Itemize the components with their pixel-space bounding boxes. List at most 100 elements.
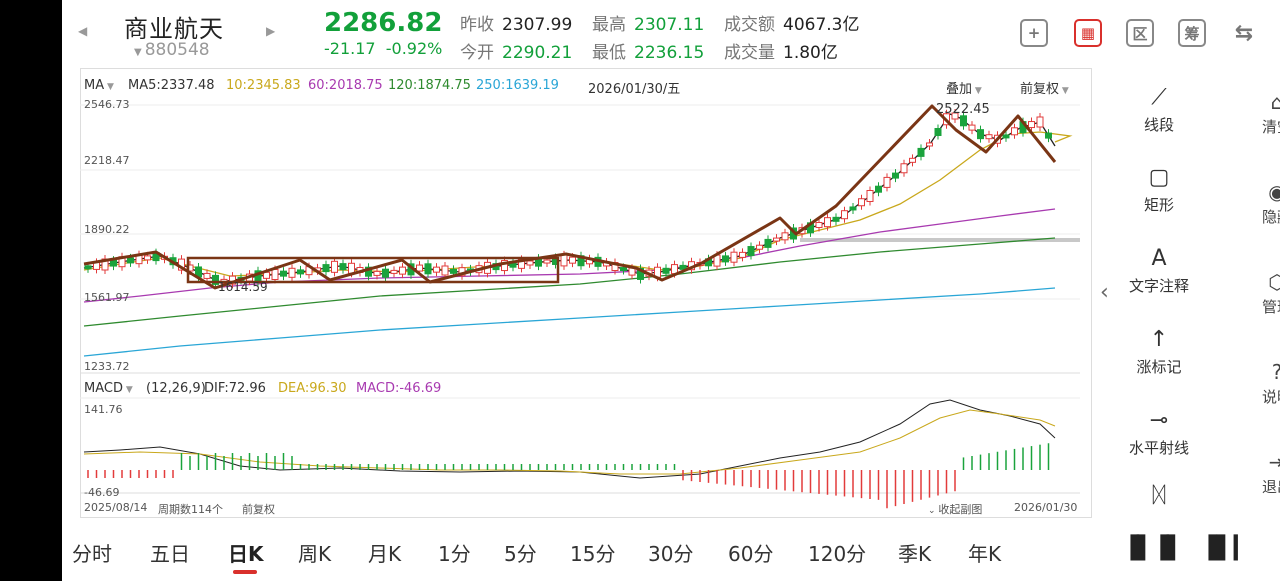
candle-body — [1045, 132, 1052, 139]
tool-rectangle[interactable]: ▢ 矩形 — [1122, 162, 1196, 226]
tab-60min[interactable]: 60分 — [728, 542, 774, 566]
tab-1min[interactable]: 1分 — [438, 542, 471, 566]
candle-body — [832, 216, 840, 222]
macd-value: MACD:-46.69 — [356, 381, 442, 396]
tab-yearly-k[interactable]: 年K — [968, 542, 1002, 566]
candle-body — [365, 266, 372, 277]
ma250-line — [83, 287, 1056, 357]
candle-body — [824, 217, 831, 228]
candle-body — [543, 259, 551, 264]
tab-quarterly-k[interactable]: 季K — [898, 542, 932, 566]
tool-more[interactable]: ᛞ — [1122, 480, 1196, 512]
candle-body — [773, 237, 780, 242]
candle-body — [960, 115, 967, 127]
kline-chart[interactable]: MA ▼ MA5:2337.48 10:2345.83 60:2018.75 1… — [80, 68, 1092, 518]
candle-body — [144, 255, 151, 261]
tab-intraday[interactable]: 分时 — [72, 542, 112, 566]
side-hide[interactable]: ◉ 隐藏 — [1252, 178, 1280, 227]
more-tools-icon: ᛞ — [1152, 483, 1166, 508]
macd-dif: DIF:72.96 — [204, 381, 266, 396]
candle-body — [212, 274, 219, 285]
candle-body — [781, 232, 789, 241]
adjust-dropdown-icon: ▼ — [1059, 86, 1069, 96]
candle-body — [739, 251, 746, 258]
quote-header: ◀ 商业航天 ▼ 880548 ▶ 2286.82 -21.17 -0.92% 昨… — [62, 0, 1280, 66]
tool-up-mark[interactable]: ↑ 涨标记 — [1122, 324, 1196, 388]
next-stock-icon[interactable]: ▶ — [266, 24, 276, 38]
side-manage[interactable]: ⬡ 管理 — [1252, 268, 1280, 317]
prev-stock-icon[interactable]: ◀ — [78, 24, 88, 38]
collapse-subchart-button[interactable]: ⌄ 收起副图 — [928, 503, 983, 516]
active-tab-indicator — [233, 570, 257, 574]
tab-daily-k[interactable]: 日K — [228, 542, 264, 566]
plus-icon[interactable]: + — [1020, 19, 1048, 47]
candle-body — [909, 157, 916, 163]
chip-icon[interactable]: 筹 — [1178, 19, 1206, 47]
ma-selector[interactable]: MA ▼ — [84, 78, 114, 93]
candle-body — [433, 266, 440, 273]
help-icon: ? — [1252, 358, 1280, 386]
chart-mode-icon[interactable]: ▦ — [1074, 19, 1102, 47]
last-price: 2286.82 — [324, 8, 443, 38]
candle-body — [127, 257, 134, 264]
ma60-legend: 60:2018.75 — [308, 78, 383, 93]
y-label: 2546.73 — [84, 98, 130, 111]
side-exit[interactable]: ⇥ 退出 — [1252, 448, 1280, 497]
tab-5min[interactable]: 5分 — [504, 542, 537, 566]
tab-monthly-k[interactable]: 月K — [368, 542, 402, 566]
candle-body — [1002, 134, 1010, 139]
candle-body — [730, 251, 738, 263]
overlay-button[interactable]: 叠加 ▼ — [946, 82, 982, 97]
candle-body — [679, 264, 687, 270]
side-clear[interactable]: ⌂ 清空 — [1252, 88, 1280, 137]
price-change: -21.17 -0.92% — [324, 39, 443, 58]
device-switch-icon[interactable]: ⇆ — [1234, 20, 1254, 46]
candle-body — [849, 206, 857, 211]
zone-icon[interactable]: 区 — [1126, 19, 1154, 47]
candle-body — [764, 238, 772, 248]
cursor-date: 2026/01/30/五 — [588, 82, 681, 97]
candle-body — [866, 190, 874, 202]
tab-15min[interactable]: 15分 — [570, 542, 616, 566]
tab-30min[interactable]: 30分 — [648, 542, 694, 566]
tool-line-segment[interactable]: ⟋ 线段 — [1122, 82, 1196, 146]
candle-body — [756, 244, 763, 250]
eye-icon: ◉ — [1268, 180, 1280, 204]
overlay-dropdown-icon: ▼ — [972, 86, 982, 96]
candle-body — [501, 260, 508, 272]
candle-body — [297, 269, 304, 275]
candle-body — [441, 265, 449, 276]
collapse-tools-icon[interactable]: ‹ — [1100, 280, 1109, 305]
quote-prev-close: 昨收 2307.99 — [460, 15, 573, 35]
candle-body — [331, 260, 338, 273]
macd-selector[interactable]: MACD ▼ — [84, 381, 133, 396]
quote-amount: 成交额 4067.3亿 — [724, 15, 860, 35]
stock-code[interactable]: ▼ 880548 — [134, 40, 210, 60]
candle-body — [526, 260, 534, 266]
ma-dropdown-icon: ▼ — [104, 82, 114, 92]
y-label: 1561.97 — [84, 291, 130, 304]
fullscreen-icon[interactable]: ▐▌▎ — [1200, 536, 1251, 561]
tab-five-day[interactable]: 五日 — [150, 542, 190, 566]
tab-weekly-k[interactable]: 周K — [298, 542, 332, 566]
candle-body — [382, 268, 389, 278]
candle-body — [424, 263, 432, 275]
side-help[interactable]: ? 说明 — [1252, 358, 1280, 407]
chart-style-icon[interactable]: ▐▌▐▌ — [1122, 536, 1184, 561]
macd-dea-line — [83, 409, 1056, 475]
rectangle-icon: ▢ — [1148, 165, 1170, 190]
candle-body — [288, 267, 296, 278]
candle-body — [917, 147, 925, 157]
candle-body — [373, 270, 381, 276]
tab-120min[interactable]: 120分 — [808, 542, 867, 566]
candle-body — [416, 264, 423, 272]
candle-body — [722, 255, 729, 263]
y-label: 2218.47 — [84, 154, 130, 167]
macd-histogram — [87, 443, 1050, 509]
adjust-button[interactable]: 前复权 ▼ — [1020, 82, 1069, 97]
low-annotation: 1614.59 — [218, 280, 268, 294]
candle-body — [322, 264, 330, 273]
candle-body — [84, 265, 92, 270]
tool-text[interactable]: A 文字注释 — [1122, 243, 1196, 307]
tool-horizontal-ray[interactable]: ⊸ 水平射线 — [1122, 405, 1196, 469]
